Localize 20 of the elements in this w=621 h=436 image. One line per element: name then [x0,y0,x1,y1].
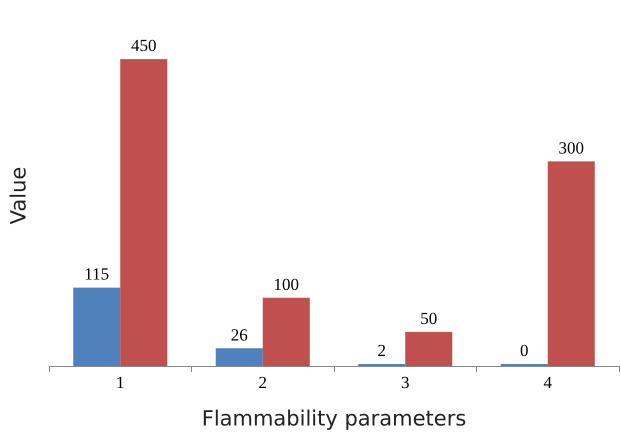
bar [262,298,310,366]
bar [405,332,452,366]
data-label: 50 [420,308,438,328]
x-axis-title: Flammability parameters [202,406,466,430]
x-tick-label: 2 [258,373,267,392]
data-label: 0 [520,341,528,360]
bar [216,348,263,366]
x-tick-label: 3 [401,373,410,392]
data-label: 115 [84,264,110,284]
bar [120,59,168,366]
x-tick-label: 4 [544,373,552,392]
bar [73,288,120,366]
y-axis-title: Value [6,166,30,224]
data-label: 2 [377,341,386,360]
bar [548,161,595,366]
x-tick-label: 1 [116,373,124,392]
data-label: 100 [274,274,300,294]
data-label: 26 [230,325,248,344]
data-label: 450 [131,36,157,56]
data-label: 300 [558,138,584,158]
